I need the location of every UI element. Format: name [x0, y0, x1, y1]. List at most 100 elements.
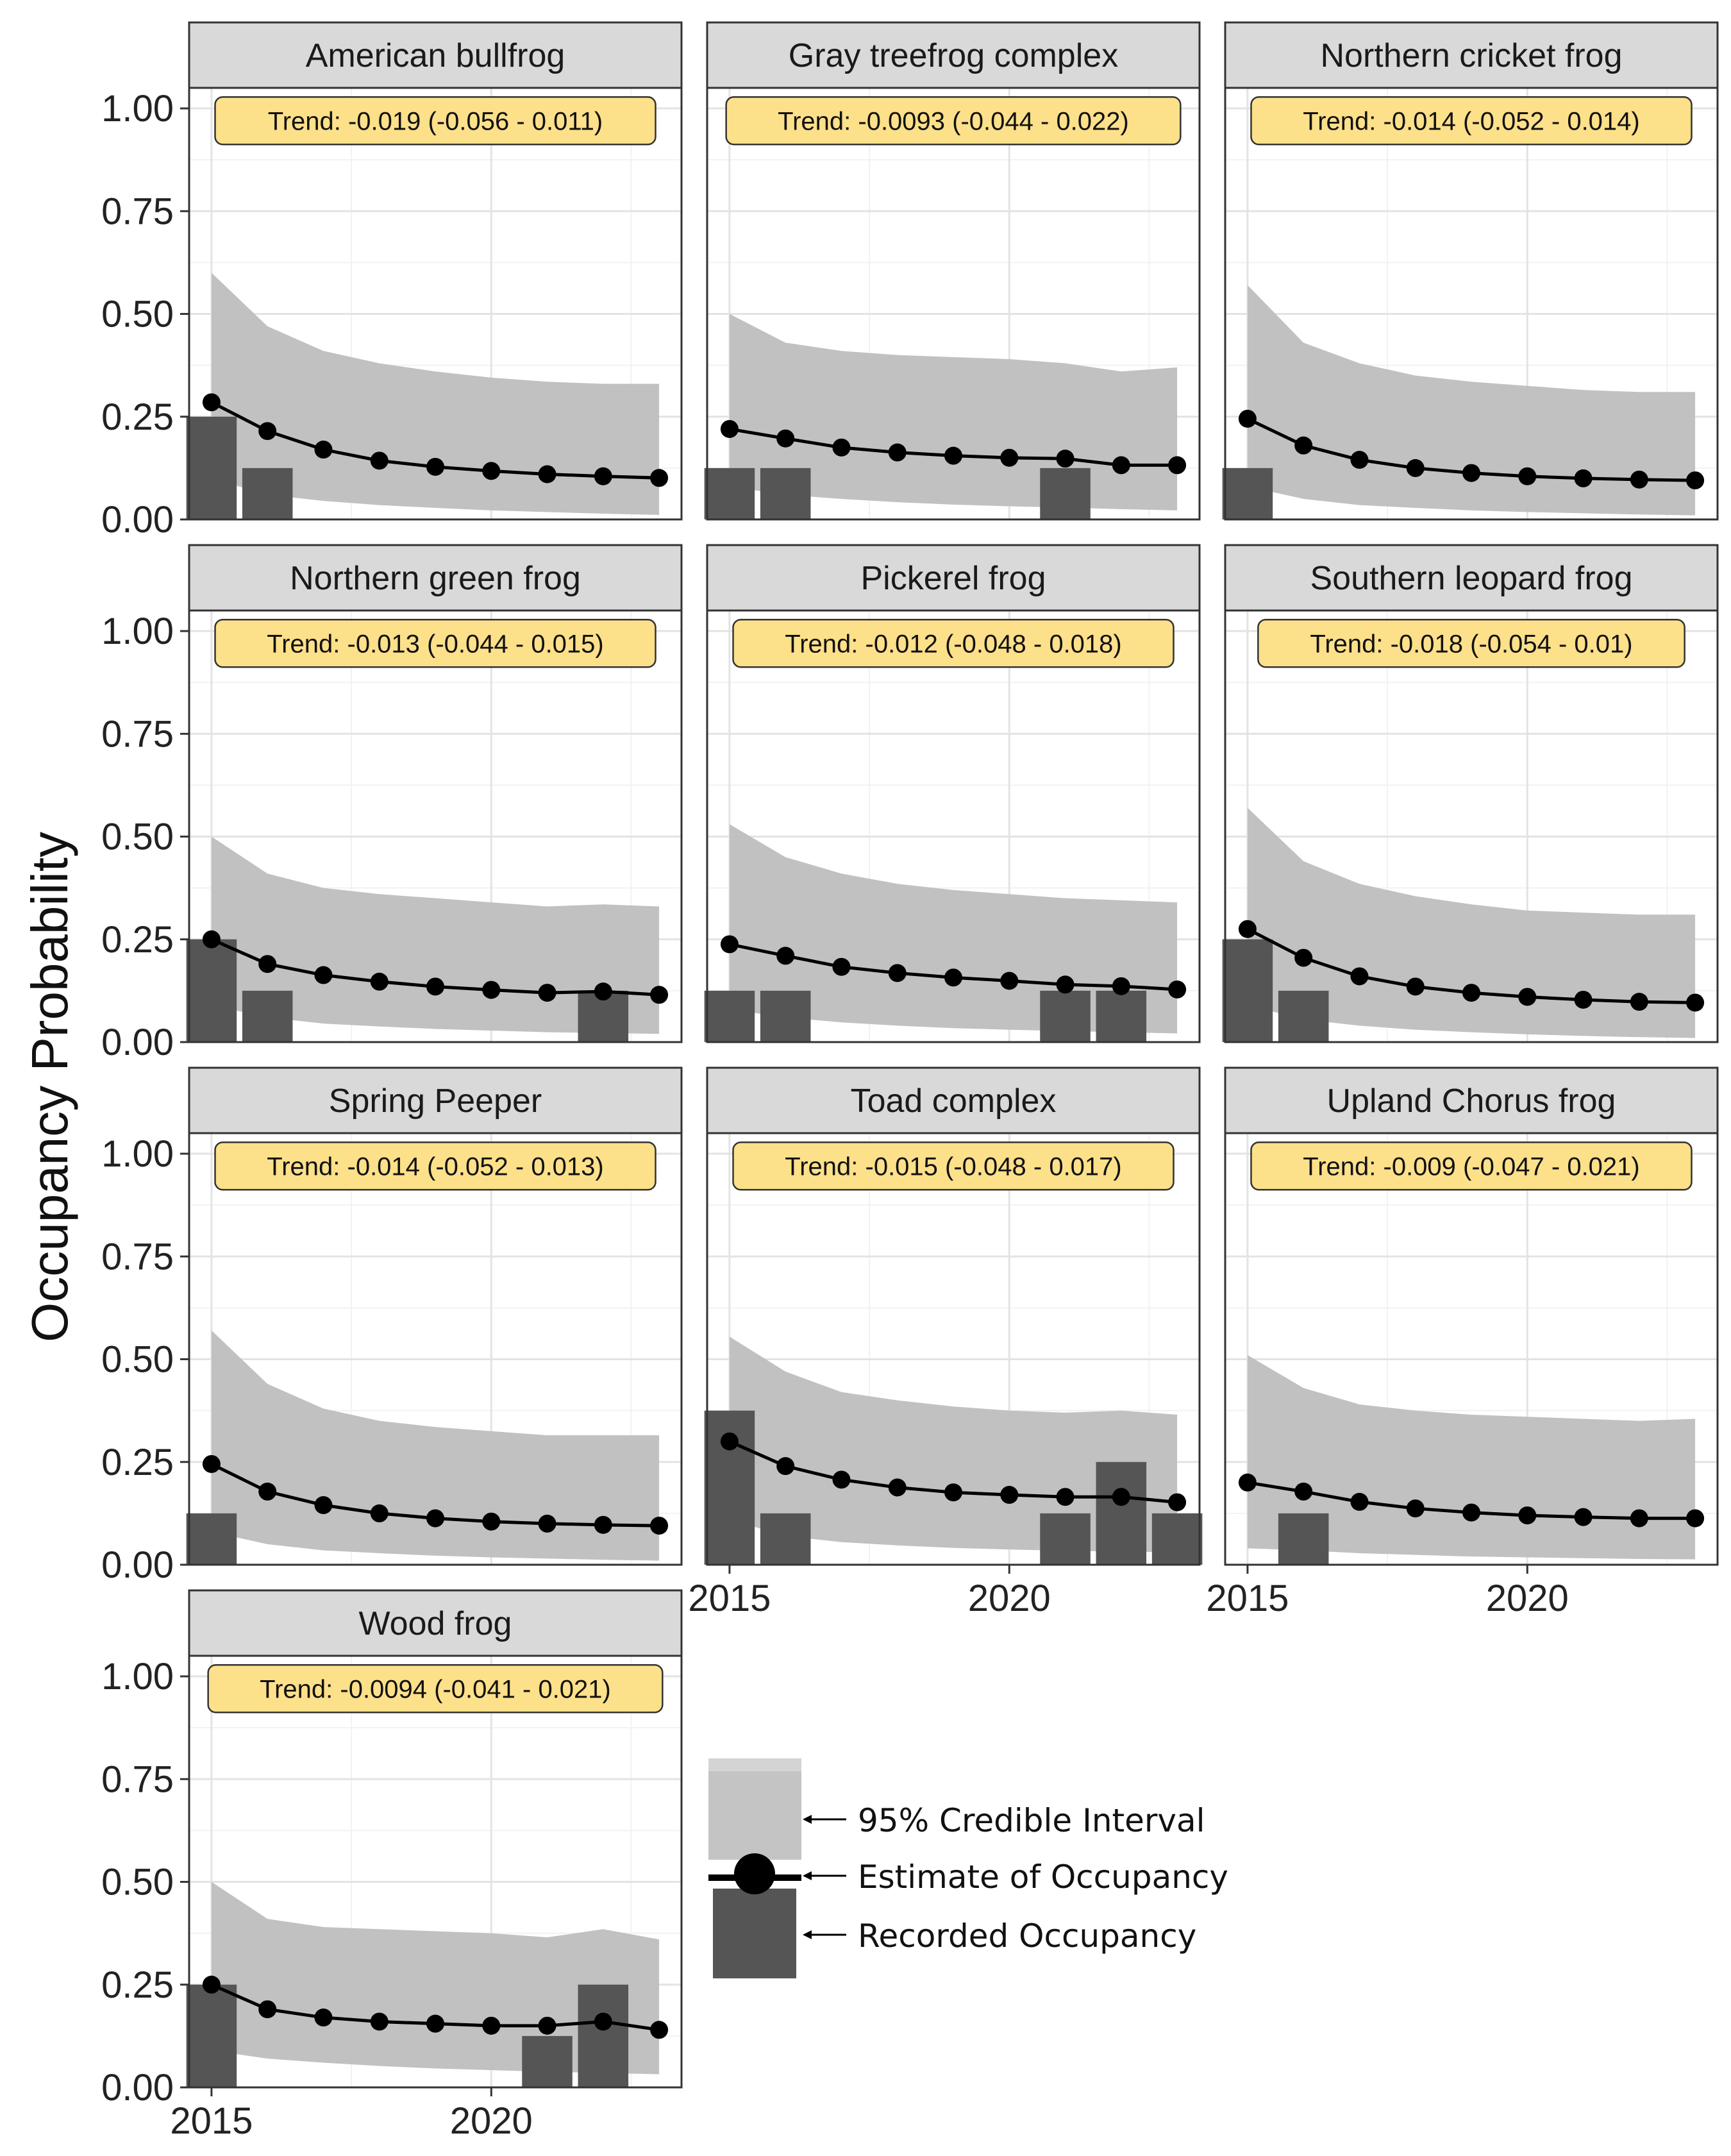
estimate-point	[1000, 972, 1019, 990]
panel-border	[188, 1132, 683, 1566]
estimate-point	[1056, 450, 1075, 468]
legend-ribbon-swatch-top	[708, 1758, 801, 1771]
trend-label: Trend: -0.014 (-0.052 - 0.014)	[1303, 107, 1639, 135]
recorded-occupancy-bar	[760, 990, 811, 1042]
y-axis-title: Occupancy Probability	[21, 832, 78, 1342]
estimate-point	[426, 2014, 444, 2033]
x-tick-label: 2020	[1486, 1578, 1569, 1619]
estimate-point	[1238, 920, 1257, 938]
panel-strip	[1224, 544, 1719, 612]
recorded-occupancy-bar	[704, 467, 755, 519]
y-tick-label: 0.50	[101, 1862, 174, 1903]
legend-bar-swatch	[713, 1889, 796, 1978]
panel-strip	[706, 544, 1201, 612]
estimate-point	[720, 935, 739, 954]
y-tick-label: 0.00	[101, 1544, 174, 1586]
estimate-point	[832, 438, 851, 457]
estimate-point	[1112, 1488, 1130, 1506]
y-tick-label: 1.00	[101, 611, 174, 652]
legend-label-recorded: Recorded Occupancy	[858, 1917, 1196, 1955]
y-tick-label: 0.50	[101, 816, 174, 858]
estimate-point	[202, 1454, 221, 1473]
estimate-point	[482, 981, 501, 999]
trend-label: Trend: -0.0094 (-0.041 - 0.021)	[260, 1675, 611, 1703]
panel-border	[188, 87, 683, 521]
trend-label-box	[732, 619, 1175, 668]
recorded-occupancy-bar	[1096, 1461, 1147, 1565]
estimate-point	[1168, 980, 1187, 998]
estimate-point	[1406, 977, 1425, 996]
legend-arrowhead-recorded	[803, 1930, 812, 1939]
panel-strip	[188, 1066, 683, 1134]
estimate-point	[1630, 470, 1648, 489]
recorded-occupancy-bar	[1040, 467, 1091, 519]
y-tick-label: 1.00	[101, 1656, 174, 1697]
y-tick-label: 0.75	[101, 1236, 174, 1277]
trend-label-box	[1257, 619, 1685, 668]
estimate-point	[1056, 1488, 1075, 1506]
estimate-point	[1574, 990, 1593, 1009]
y-tick-label: 0.75	[101, 190, 174, 232]
estimate-point	[1462, 1503, 1480, 1522]
recorded-occupancy-bar	[186, 1984, 237, 2087]
recorded-occupancy-bar	[1222, 939, 1273, 1042]
estimate-point	[1630, 1509, 1648, 1528]
panel-border	[706, 609, 1201, 1043]
estimate-point	[1238, 1473, 1257, 1492]
recorded-occupancy-bar	[186, 416, 237, 519]
panel-strip	[706, 21, 1201, 89]
panel-strip	[188, 21, 683, 89]
estimate-point	[258, 2000, 277, 2019]
estimate-point	[482, 462, 501, 480]
recorded-occupancy-bar	[1040, 990, 1091, 1042]
estimate-point	[832, 957, 851, 976]
recorded-occupancy-bar	[1151, 1513, 1203, 1565]
estimate-point	[1574, 469, 1593, 487]
y-tick-label: 0.75	[101, 713, 174, 755]
panel-spring-peeper: Spring Peeper Trend: -0.014 (-0.052 - 0.0…	[101, 1066, 683, 1586]
panel-american-bullfrog: American bullfrog Trend: -0.019 (-0.056 -…	[101, 21, 683, 541]
y-tick-label: 0.00	[101, 1022, 174, 1063]
estimate-point	[1350, 967, 1369, 986]
panel-upland-chorus-frog: Upland Chorus frog Trend: -0.009 (-0.047 …	[1206, 1066, 1719, 1619]
panel-toad-complex: Toad complex Trend: -0.015 (-0.048 - 0.01…	[688, 1066, 1203, 1619]
estimate-point	[720, 1432, 739, 1451]
estimate-point	[482, 1512, 501, 1531]
panel-title: Northern green frog	[290, 560, 581, 597]
estimate-point	[1000, 1486, 1019, 1504]
panel-gray-treefrog-complex: Gray treefrog complex Trend: -0.0093 (-0.…	[704, 21, 1201, 521]
legend-estimate-point	[734, 1853, 775, 1894]
panel-border	[188, 1655, 683, 2089]
estimate-point	[370, 2012, 389, 2031]
panel-border	[1224, 609, 1719, 1043]
estimate-point	[202, 393, 221, 412]
estimate-point	[1630, 993, 1648, 1011]
y-tick-label: 0.25	[101, 1964, 174, 2006]
estimate-point	[1294, 436, 1313, 455]
estimate-point	[314, 2009, 333, 2027]
panel-border	[1224, 87, 1719, 521]
estimate-point	[370, 972, 389, 991]
estimate-point	[594, 2012, 612, 2031]
panel-strip	[706, 1066, 1201, 1134]
estimate-point	[944, 446, 962, 465]
panel-title: Upland Chorus frog	[1327, 1082, 1616, 1120]
recorded-occupancy-bar	[186, 939, 237, 1042]
legend-arrowhead-estimate	[803, 1871, 812, 1880]
trend-label: Trend: -0.009 (-0.047 - 0.021)	[1303, 1152, 1639, 1181]
estimate-point	[650, 986, 669, 1004]
estimate-point	[1000, 448, 1019, 467]
trend-label-box	[1250, 96, 1693, 146]
estimate-point	[1294, 1482, 1313, 1501]
panel-title: Wood frog	[359, 1605, 512, 1642]
estimate-point	[776, 947, 795, 965]
y-tick-label: 0.00	[101, 499, 174, 541]
estimate-point	[650, 1517, 669, 1535]
estimate-point	[1686, 1509, 1705, 1528]
panel-northern-green-frog: Northern green frog Trend: -0.013 (-0.044…	[101, 544, 683, 1063]
y-tick-label: 0.25	[101, 396, 174, 438]
panel-border	[188, 609, 683, 1043]
recorded-occupancy-bar	[760, 467, 811, 519]
panel-title: Southern leopard frog	[1310, 560, 1632, 597]
trend-label: Trend: -0.012 (-0.048 - 0.018)	[785, 630, 1121, 658]
